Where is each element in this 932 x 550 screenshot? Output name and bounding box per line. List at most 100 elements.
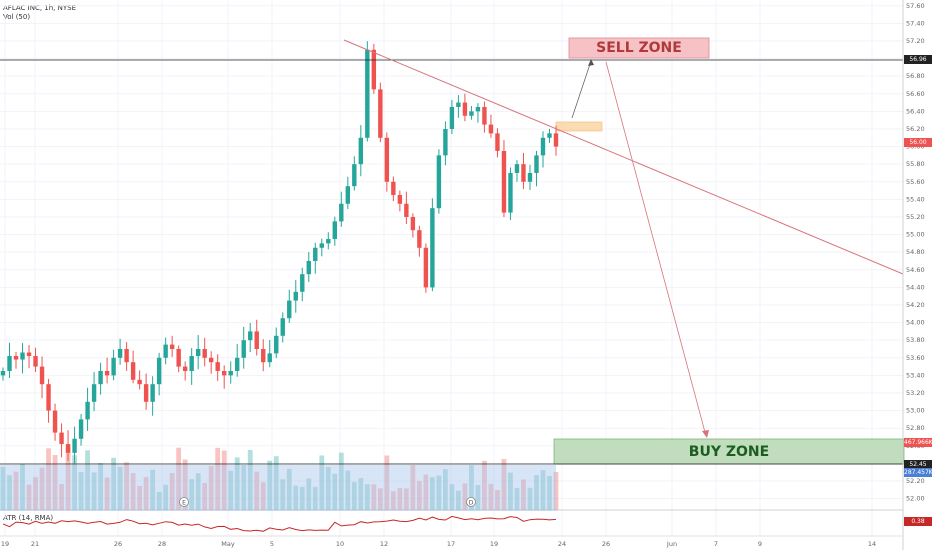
volume-bar <box>293 485 299 510</box>
volume-bar <box>202 482 208 510</box>
volume-bar <box>534 475 539 510</box>
volume-bar <box>286 468 292 510</box>
candle-body <box>137 379 142 385</box>
time-axis-tick-label: 19 <box>490 540 498 548</box>
volume-bar <box>59 483 64 510</box>
price-axis-tick-label: 56.20 <box>906 125 925 133</box>
volume-bar <box>429 477 435 510</box>
atr-value-tag: 0.38 <box>904 517 932 526</box>
candle-body <box>26 352 32 357</box>
candle-body <box>130 362 136 380</box>
sell-zone-label[interactable]: SELL ZONE <box>596 40 682 56</box>
price-axis-tick-label: 55.60 <box>906 178 925 186</box>
volume-bar <box>338 452 344 510</box>
volume-bar <box>241 465 247 510</box>
price-axis-tick-label: 55.40 <box>906 195 925 203</box>
candle-body <box>59 432 64 445</box>
candle-body <box>13 356 19 360</box>
candle-body <box>339 203 344 222</box>
candle-body <box>65 444 71 453</box>
volume-bar <box>390 491 396 510</box>
volume-bar <box>156 491 162 510</box>
breakout-box <box>555 121 603 132</box>
time-axis-tick-label: 9 <box>758 540 762 548</box>
candle-body <box>306 260 311 275</box>
time-axis-tick-label: Jun <box>666 540 677 548</box>
time-axis-tick-label: 17 <box>447 540 455 548</box>
time-axis-tick-label: 28 <box>158 540 166 548</box>
volume-bar <box>540 470 546 510</box>
arrow-down-head <box>702 430 709 438</box>
volume-bar <box>33 477 38 510</box>
volume-bar <box>449 484 455 510</box>
price-axis-tick-label: 54.00 <box>906 319 925 327</box>
volume-bar <box>7 475 12 510</box>
candle-body <box>443 128 448 156</box>
volume-bar <box>547 475 552 510</box>
candle-body <box>345 186 351 204</box>
candle-body <box>397 194 403 204</box>
candle-body <box>117 348 123 358</box>
volume-bar <box>247 449 253 510</box>
price-axis-tick-label: 56.40 <box>906 107 925 115</box>
candle-body <box>534 155 539 173</box>
volume-bar <box>482 460 487 510</box>
volume-bar <box>495 490 500 510</box>
candlesticks <box>0 41 559 464</box>
candle-body <box>514 164 520 173</box>
candle-body <box>430 208 435 288</box>
time-axis-tick-label: 5 <box>270 540 274 548</box>
volume-bar <box>78 472 84 510</box>
candle-body <box>228 370 233 376</box>
chart-grid <box>0 0 903 536</box>
candle-body <box>495 133 500 151</box>
time-axis-tick-label: 7 <box>714 540 718 548</box>
candle-body <box>391 181 396 195</box>
volume-bar <box>312 486 318 510</box>
price-axis-tick-label: 55.20 <box>906 213 925 221</box>
price-axis-tick-label: 52.20 <box>906 477 925 485</box>
volume-bar <box>91 472 97 510</box>
candle-body <box>111 357 116 376</box>
volume-bar <box>52 455 58 510</box>
volume-bar <box>260 482 266 510</box>
candle-body <box>475 106 481 112</box>
candle-body <box>508 172 513 213</box>
volume-bar <box>228 470 234 510</box>
candle-body <box>215 362 220 371</box>
volume-bar <box>189 479 195 510</box>
price-axis-tick-label: 57.20 <box>906 37 925 45</box>
volume-bar <box>423 474 429 510</box>
volume-indicator-label: Vol (50) <box>3 13 31 21</box>
time-axis-tick-label: 10 <box>336 540 344 548</box>
volume-bar <box>176 447 182 510</box>
time-axis-tick-label: May <box>221 540 235 548</box>
volume-bar <box>436 475 442 510</box>
volume-ma-tag: 287.457K <box>904 468 932 477</box>
time-axis-tick-label: 14 <box>868 540 876 548</box>
volume-bar <box>137 485 143 510</box>
volume-bar <box>124 462 130 510</box>
arrow-down-line <box>605 61 707 437</box>
volume-bar <box>462 483 468 510</box>
zones <box>553 37 905 465</box>
buy-zone-label[interactable]: BUY ZONE <box>688 443 770 460</box>
volume-bar <box>403 488 409 510</box>
sell-zone-box <box>568 37 710 59</box>
candle-body <box>189 356 194 371</box>
volume-bar <box>267 460 273 510</box>
volume-bar <box>527 487 533 510</box>
time-axis-tick-label: 12 <box>380 540 388 548</box>
time-axis-tick-label: 21 <box>31 540 39 548</box>
candle-body <box>553 133 559 147</box>
candle-body <box>143 384 149 402</box>
candle-body <box>456 102 461 107</box>
volume-bar <box>169 473 175 510</box>
candle-body <box>488 124 494 134</box>
volume-bar <box>150 469 156 510</box>
price-axis-tick-label: 52.80 <box>906 424 925 432</box>
volume-bar <box>280 479 286 510</box>
candle-body <box>261 348 266 363</box>
volume-value-tag: 467.966K <box>904 438 932 447</box>
